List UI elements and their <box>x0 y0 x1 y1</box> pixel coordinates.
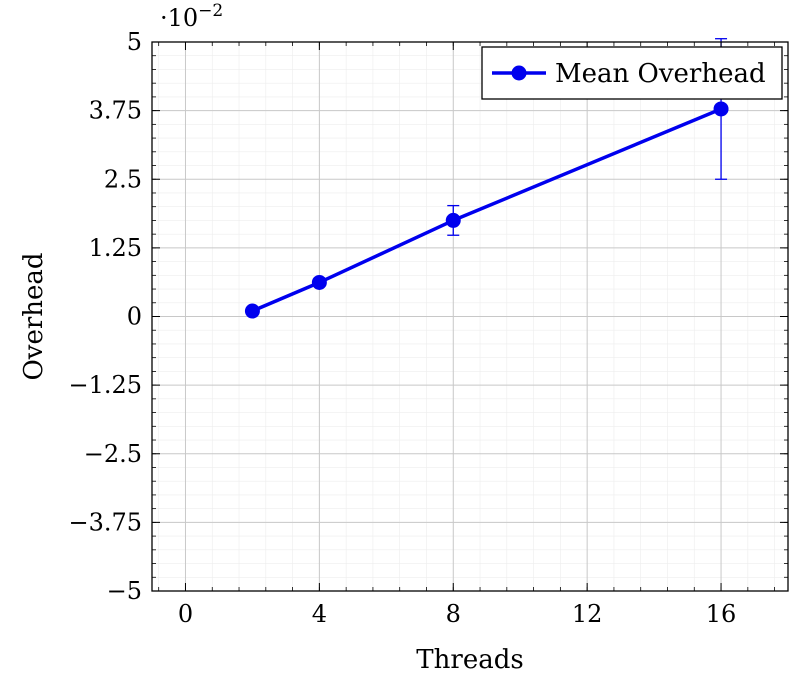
y-tick-label: 3.75 <box>89 97 142 125</box>
tick-marks <box>152 41 788 592</box>
x-tick-label: 0 <box>178 600 193 628</box>
x-tick-label: 4 <box>312 600 327 628</box>
y-tick-label: −2.5 <box>84 440 142 468</box>
y-tick-label: −5 <box>107 577 142 605</box>
data-point <box>311 274 327 290</box>
legend: Mean Overhead <box>481 46 783 100</box>
x-tick-label: 8 <box>446 600 461 628</box>
y-tick-label: 2.5 <box>104 165 142 193</box>
y-axis-label: Overhead <box>19 252 49 380</box>
y-tick-label: 5 <box>127 28 142 56</box>
x-tick-label: 16 <box>706 600 737 628</box>
x-tick-label: 12 <box>572 600 603 628</box>
series-line-mean-overhead <box>251 107 722 313</box>
tick-labels: 0 4 8 12 16 −5 −3.75 −2.5 −1.25 0 1.25 2.5 3.75 5 <box>68 28 736 628</box>
y-scale-factor: ·10−2 <box>160 1 223 32</box>
x-axis-label: Threads <box>416 645 523 675</box>
data-point <box>244 303 260 319</box>
y-tick-label: −3.75 <box>68 508 142 536</box>
legend-box <box>481 46 783 100</box>
legend-entry-mean-overhead: Mean Overhead <box>555 59 766 89</box>
legend-marker-sample <box>511 65 527 81</box>
y-tick-label: 1.25 <box>89 234 142 262</box>
y-tick-label: 0 <box>127 303 142 331</box>
data-point <box>445 212 461 228</box>
y-tick-label: −1.25 <box>68 371 142 399</box>
data-point <box>713 101 729 117</box>
